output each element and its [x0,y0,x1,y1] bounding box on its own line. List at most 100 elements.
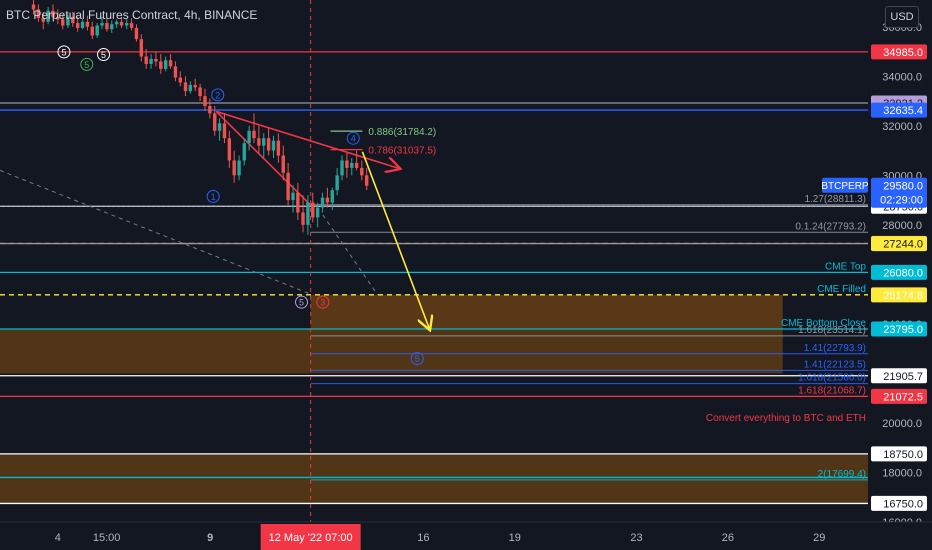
candle [61,14,65,30]
wave-marker: 4 [346,131,360,145]
candle-body [134,28,139,40]
candle [105,18,109,32]
candle-body [213,113,217,131]
candle-body [306,202,310,225]
candle [315,202,320,228]
level-badge-bg [871,446,927,462]
candle-body [75,23,80,28]
countdown-text: 02:29:00 [880,195,923,207]
candle [364,167,369,191]
candle-body [217,123,222,131]
candle [80,19,85,30]
wave-marker-ring [97,47,111,61]
candle-body [36,9,41,19]
candle-body [105,23,109,30]
time-axis[interactable] [0,522,932,550]
levels-layer [0,51,868,505]
fib-label: 1.618(21068.7) [798,385,866,396]
candle [311,192,315,223]
fib-labels-layer: 0.886(31784.2) 0.786(31037.5) 1.27(28811.3… [368,127,866,480]
candle-body [159,61,163,69]
candle-body [119,21,124,26]
candle-body [149,58,153,64]
candle [306,195,310,235]
wave-marker: 5 [295,295,309,309]
candle [173,61,178,82]
time-tick-label: 23 [630,532,642,544]
candle [119,16,124,28]
fib-label: 0.786(31037.5) [368,146,436,157]
candle [75,16,80,32]
fib-label: CME Filled [817,284,866,295]
candle [320,192,325,213]
candle-body [208,106,212,114]
level-badge-bg [871,102,927,118]
candle-body [163,60,168,69]
candle-body [286,172,290,201]
candle-body [257,138,261,146]
level-badge-text: 34985.0 [883,47,923,59]
wave-marker-label: 5 [84,60,89,70]
annotation-text: Convert everything to BTC and ETH [706,413,866,424]
level-badge-bg [871,287,927,303]
candle-body [100,23,104,26]
level-badge: 32635.4 [871,102,927,118]
level-badge-bg [871,388,927,404]
fib-label: 1.41(22793.9) [804,343,866,354]
time-tick-label: 26 [722,532,734,544]
chart-title: BTC Perpetual Futures Contract, 4h, BINA… [6,8,258,22]
time-tick-label: 9 [207,532,213,544]
candle-body [173,66,178,78]
time-tick-label: 29 [813,532,825,544]
candle [124,19,129,30]
candle [217,118,222,141]
candle-body [46,10,50,22]
candle-body [252,130,256,139]
candle [95,23,99,38]
candle-body [110,24,114,30]
candle-body [198,87,202,97]
fib-label: CME Top [825,261,866,272]
candle [163,56,168,72]
symbol-badge-bg [822,177,868,193]
fib-label: 1.27(28811.3) [804,194,866,205]
candle-body [296,192,300,213]
candle [188,81,193,94]
candle-body [227,138,232,161]
price-axis[interactable] [868,0,932,522]
candle [247,125,251,151]
candle-body [281,155,285,173]
candle-body [168,60,173,67]
last-price-badge: 29580.0 02:29:00 [871,177,927,208]
price-tick-label: 20000.0 [882,418,922,430]
candle [144,49,148,69]
candle-body [139,39,144,57]
candle [252,113,256,144]
candle [335,167,339,196]
candle [271,135,276,158]
candle [193,78,197,92]
level-badge-bg [871,321,927,337]
candle-body [56,16,60,20]
candle-body [354,162,359,168]
wave-marker-ring [346,131,360,145]
candle [345,153,349,178]
candle [46,6,50,25]
candle [114,19,119,28]
price-tick-label: 34000.0 [882,71,922,83]
candle [71,11,75,27]
wave-marker-label: 2 [215,90,220,100]
candle-body [271,140,276,151]
candle [325,187,330,208]
level-badge-text: 23795.0 [883,324,923,336]
wave-marker-label: 5 [101,50,106,60]
candle [360,160,364,181]
wave-marker-label: 3 [320,298,325,308]
candle [222,113,227,144]
candle [139,34,144,62]
currency-button[interactable]: USD [885,6,919,28]
candle [85,15,90,31]
wave-marker: 5 [97,47,111,61]
candle-body [66,16,70,26]
